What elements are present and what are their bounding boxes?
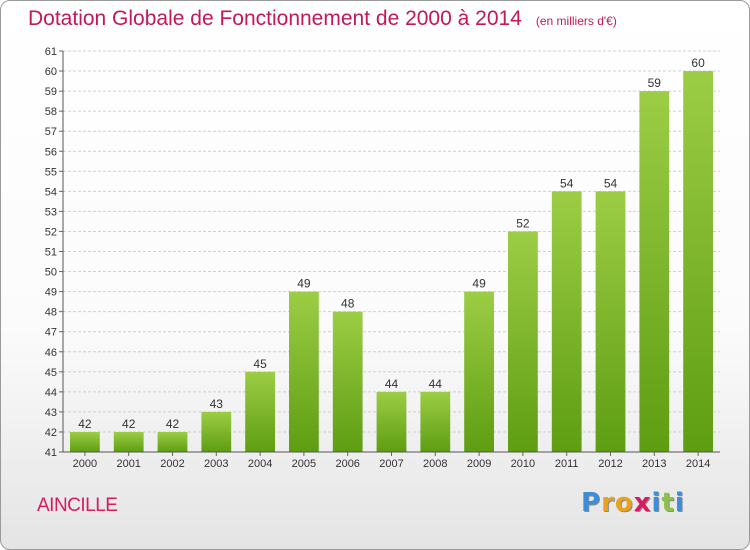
- y-tick-label: 58: [45, 106, 57, 118]
- x-tick-label: 2012: [598, 458, 622, 470]
- x-tick-label: 2001: [116, 458, 140, 470]
- bar: [639, 91, 670, 452]
- x-tick-label: 2000: [73, 458, 97, 470]
- x-tick-label: 2003: [204, 458, 228, 470]
- axes: 41 42 43 44 45 46 47 48 49 50 51 52 53 54 55 56 57 58 59 60…: [45, 46, 720, 470]
- bar-value-label: 42: [166, 417, 180, 431]
- x-tick-label: 2005: [292, 458, 316, 470]
- x-tick-label: 2011: [555, 458, 579, 470]
- bar: [420, 391, 451, 452]
- y-tick-label: 61: [45, 46, 57, 58]
- x-tick-label: 2010: [511, 458, 535, 470]
- chart-title: Dotation Globale de Fonctionnement de 20…: [28, 7, 617, 31]
- y-tick-label: 44: [45, 387, 57, 399]
- y-tick-label: 59: [45, 86, 57, 98]
- bars: 42 42 42 43 45 49 48 44 44 49 52 54 54 59 60: [70, 56, 713, 453]
- logo-letter: x: [633, 488, 652, 518]
- bar-value-label: 44: [429, 377, 443, 391]
- y-tick-label: 56: [45, 146, 57, 158]
- y-tick-label: 49: [45, 287, 57, 299]
- y-tick-label: 42: [45, 427, 57, 439]
- bar: [508, 231, 538, 452]
- logo-letter: t: [661, 488, 675, 518]
- x-tick-label: 2004: [248, 458, 272, 470]
- y-tick-label: 43: [45, 407, 57, 419]
- bar-value-label: 48: [341, 297, 355, 311]
- bar-value-label: 52: [516, 216, 530, 230]
- proxiti-logo: Proxiti: [581, 488, 685, 518]
- logo-letter: i: [651, 488, 662, 518]
- y-tick-label: 54: [45, 186, 57, 198]
- bar: [70, 431, 100, 452]
- commune-name: AINCILLE: [37, 495, 118, 516]
- y-tick-label: 45: [45, 367, 57, 379]
- bar: [113, 431, 144, 452]
- bar-value-label: 54: [560, 176, 574, 190]
- logo-letter: P: [581, 488, 602, 518]
- y-tick-label: 50: [45, 267, 57, 279]
- x-tick-label: 2006: [335, 458, 359, 470]
- bar: [157, 431, 188, 452]
- y-tick-label: 47: [45, 327, 57, 339]
- y-tick-label: 57: [45, 126, 57, 138]
- y-tick-label: 46: [45, 347, 57, 359]
- bar-value-label: 49: [297, 277, 311, 291]
- bar: [551, 191, 582, 452]
- bar: [464, 291, 494, 452]
- bar-value-label: 45: [253, 357, 267, 371]
- y-tick-label: 41: [45, 447, 57, 459]
- bar-value-label: 42: [78, 417, 92, 431]
- x-tick-label: 2002: [160, 458, 184, 470]
- x-tick-label: 2009: [467, 458, 491, 470]
- logo-letter: o: [614, 488, 634, 518]
- y-tick-label: 48: [45, 307, 57, 319]
- bar-value-label: 49: [472, 277, 486, 291]
- y-tick-label: 55: [45, 166, 57, 178]
- logo-letter: r: [601, 488, 615, 518]
- logo-letter: i: [674, 488, 685, 518]
- x-tick-label: 2007: [379, 458, 403, 470]
- bar-value-label: 43: [210, 397, 224, 411]
- chart-unit: (en milliers d'€): [535, 14, 617, 28]
- bar: [289, 291, 319, 452]
- y-tick-label: 60: [45, 66, 57, 78]
- bar: [332, 311, 363, 452]
- bar-value-label: 60: [691, 56, 705, 70]
- x-tick-label: 2013: [642, 458, 666, 470]
- chart-title-text: Dotation Globale de Fonctionnement de 20…: [28, 7, 522, 30]
- y-tick-label: 53: [45, 206, 57, 218]
- y-tick-label: 52: [45, 226, 57, 238]
- bar: [245, 371, 275, 452]
- x-tick-label: 2014: [686, 458, 710, 470]
- bar-value-label: 54: [604, 176, 618, 190]
- y-tick-label: 51: [45, 247, 57, 259]
- bar-value-label: 42: [122, 417, 136, 431]
- bar-value-label: 44: [385, 377, 399, 391]
- bar: [201, 411, 232, 452]
- bar: [595, 191, 626, 452]
- bar-value-label: 59: [648, 76, 662, 90]
- x-tick-label: 2008: [423, 458, 447, 470]
- bar: [376, 391, 407, 452]
- bar: [683, 71, 713, 453]
